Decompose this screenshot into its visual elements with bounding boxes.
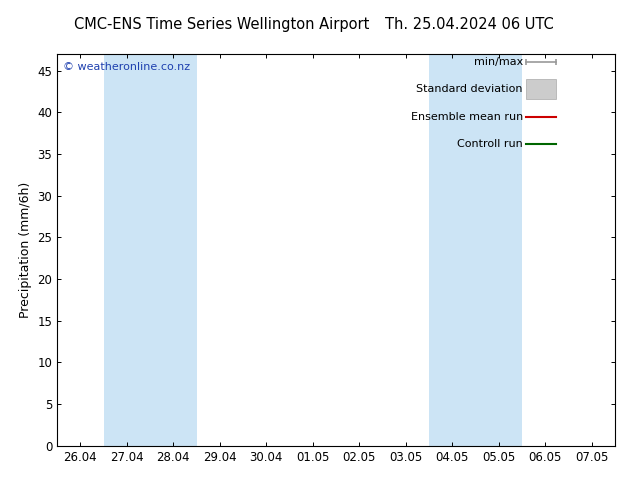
- Y-axis label: Precipitation (mm/6h): Precipitation (mm/6h): [19, 182, 32, 318]
- Point: [118, 435, 126, 441]
- Point: [115, 435, 123, 441]
- Point: [115, 437, 123, 442]
- Text: Standard deviation: Standard deviation: [417, 84, 523, 94]
- Point: [115, 436, 123, 442]
- Text: min/max: min/max: [474, 57, 523, 67]
- Bar: [429, 54, 476, 446]
- Text: © weatheronline.co.nz: © weatheronline.co.nz: [63, 62, 190, 72]
- Text: Ensemble mean run: Ensemble mean run: [411, 112, 523, 122]
- Text: Th. 25.04.2024 06 UTC: Th. 25.04.2024 06 UTC: [385, 17, 553, 32]
- Bar: [526, 79, 557, 99]
- Bar: [476, 54, 522, 446]
- Bar: [103, 54, 150, 446]
- Point: [118, 437, 126, 442]
- Text: CMC-ENS Time Series Wellington Airport: CMC-ENS Time Series Wellington Airport: [74, 17, 370, 32]
- Bar: [150, 54, 197, 446]
- Point: [118, 436, 126, 442]
- Text: Controll run: Controll run: [457, 139, 523, 149]
- Line: 2 pts: 2 pts: [522, 58, 560, 65]
